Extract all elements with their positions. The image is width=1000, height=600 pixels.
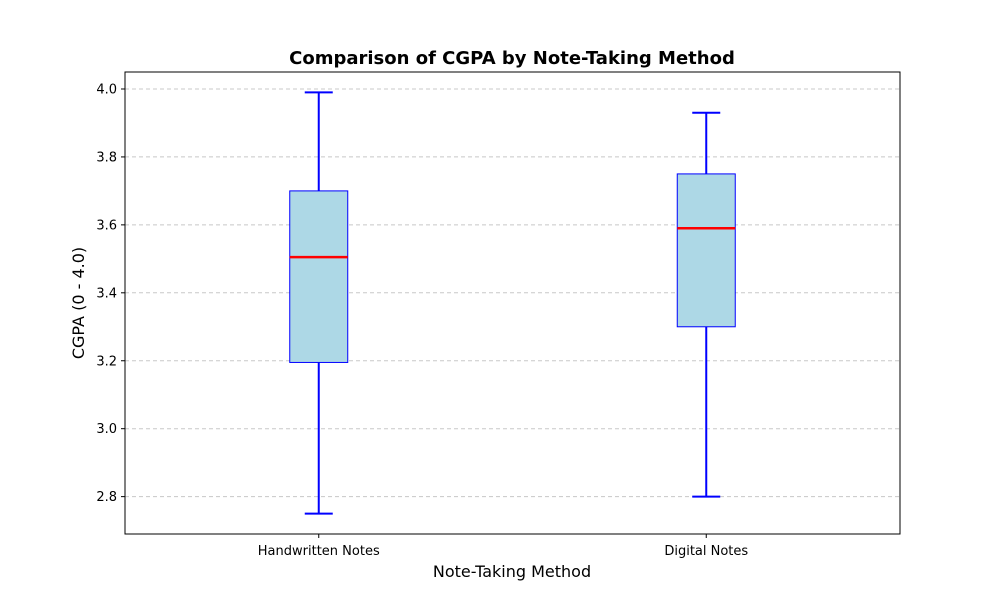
y-tick-label: 3.4 [96, 286, 117, 301]
boxes [289, 91, 736, 515]
axes-frame [124, 71, 901, 535]
box-handwritten-notes [289, 91, 349, 515]
box-digital-notes [676, 111, 736, 498]
y-tick-label: 4.0 [96, 82, 117, 97]
x-tick-label: Handwritten Notes [258, 544, 380, 559]
x-tick-label: Digital Notes [664, 544, 748, 559]
y-tick-label: 3.6 [96, 218, 117, 233]
y-tick-label: 3.2 [96, 354, 117, 369]
box-iqr [289, 190, 349, 363]
box-iqr [676, 173, 736, 328]
y-tick-label: 3.8 [96, 150, 117, 165]
x-axis-label: Note-Taking Method [433, 562, 591, 581]
y-axis-label: CGPA (0 - 4.0) [69, 247, 88, 359]
y-tick-label: 3.0 [96, 422, 117, 437]
y-ticks: 2.8 3.0 3.2 3.4 3.6 3.8 4.0 [96, 82, 125, 505]
chart-title: Comparison of CGPA by Note-Taking Method [289, 48, 735, 69]
grid-lines [125, 88, 900, 498]
y-tick-label: 2.8 [96, 490, 117, 505]
x-ticks: Handwritten Notes Digital Notes [258, 534, 748, 559]
